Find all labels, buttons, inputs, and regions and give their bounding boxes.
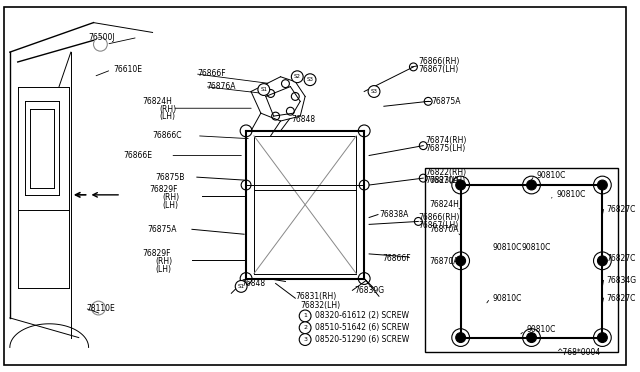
Text: 90810C: 90810C: [492, 294, 522, 303]
Text: 90810C: 90810C: [522, 243, 551, 251]
Circle shape: [598, 333, 607, 343]
Text: (LH): (LH): [163, 201, 179, 210]
Circle shape: [368, 86, 380, 97]
Text: S1: S1: [237, 284, 244, 289]
Text: 08320-61612 (2) SCREW: 08320-61612 (2) SCREW: [315, 311, 409, 320]
Text: 90810C: 90810C: [536, 171, 566, 180]
Text: 76867(LH): 76867(LH): [419, 221, 459, 230]
Circle shape: [236, 280, 247, 292]
Text: 90810C: 90810C: [556, 190, 586, 199]
Text: 78110E: 78110E: [86, 304, 115, 312]
Text: 76500J: 76500J: [88, 33, 115, 42]
Text: 76829F: 76829F: [143, 249, 172, 259]
Circle shape: [300, 322, 311, 334]
Text: 76832(LH): 76832(LH): [300, 301, 340, 310]
Text: 76876A: 76876A: [207, 82, 236, 91]
Text: 90810C: 90810C: [527, 325, 556, 334]
Text: S2: S2: [294, 74, 301, 79]
Text: 76870A: 76870A: [429, 176, 459, 185]
Text: 76848: 76848: [241, 279, 265, 288]
Text: 76866(RH): 76866(RH): [419, 213, 460, 222]
Text: 76838A: 76838A: [379, 210, 408, 219]
Text: 76875A: 76875A: [431, 97, 461, 106]
Text: 76866C: 76866C: [152, 131, 182, 140]
Text: (RH): (RH): [156, 257, 173, 266]
Text: S1: S1: [260, 87, 268, 92]
Text: 76875(LH): 76875(LH): [425, 144, 465, 153]
Text: (RH): (RH): [159, 105, 177, 114]
Text: 2: 2: [303, 325, 307, 330]
Circle shape: [258, 84, 269, 96]
Text: (LH): (LH): [159, 112, 175, 121]
Circle shape: [456, 333, 465, 343]
Text: 76610E: 76610E: [113, 65, 142, 74]
Text: 76866F: 76866F: [197, 69, 225, 78]
Text: 76831(RH): 76831(RH): [295, 292, 337, 301]
Text: 76870A: 76870A: [429, 225, 459, 234]
Text: 1: 1: [303, 314, 307, 318]
Text: S3: S3: [307, 77, 314, 82]
Circle shape: [300, 334, 311, 346]
Text: 76823(LH): 76823(LH): [425, 176, 465, 185]
Circle shape: [527, 180, 536, 190]
Text: 76827C: 76827C: [606, 205, 636, 214]
Circle shape: [456, 256, 465, 266]
Text: 76824H: 76824H: [429, 200, 459, 209]
Text: 76827C: 76827C: [606, 254, 636, 263]
Circle shape: [291, 71, 303, 83]
Text: 76870A: 76870A: [429, 257, 459, 266]
Text: 08520-51290 (6) SCREW: 08520-51290 (6) SCREW: [315, 335, 409, 344]
Circle shape: [598, 256, 607, 266]
Text: 76827C: 76827C: [606, 294, 636, 303]
Text: 76866E: 76866E: [123, 151, 152, 160]
Circle shape: [304, 74, 316, 86]
Bar: [425, 168, 618, 352]
Circle shape: [598, 180, 607, 190]
Text: S3: S3: [371, 89, 378, 94]
Circle shape: [300, 310, 311, 322]
Text: (LH): (LH): [156, 265, 172, 274]
Text: 76866(RH): 76866(RH): [419, 58, 460, 67]
Text: 76867(LH): 76867(LH): [419, 65, 459, 74]
Text: 76875A: 76875A: [148, 225, 177, 234]
Text: 76829F: 76829F: [150, 185, 178, 195]
Text: (RH): (RH): [163, 193, 180, 202]
Text: 76824H: 76824H: [143, 97, 173, 106]
Text: 76875B: 76875B: [156, 173, 185, 182]
Text: 76834G: 76834G: [606, 276, 636, 285]
Circle shape: [456, 180, 465, 190]
Circle shape: [527, 333, 536, 343]
Text: 76822(RH): 76822(RH): [425, 168, 467, 177]
Text: 76874(RH): 76874(RH): [425, 136, 467, 145]
Text: 76848: 76848: [291, 115, 316, 124]
Text: 90810C: 90810C: [492, 243, 522, 251]
Text: 76839G: 76839G: [355, 286, 385, 295]
Text: 08510-51642 (6) SCREW: 08510-51642 (6) SCREW: [315, 323, 409, 332]
Text: 3: 3: [303, 337, 307, 342]
Text: ^768*0004: ^768*0004: [556, 348, 600, 357]
Text: 76866F: 76866F: [382, 254, 410, 263]
